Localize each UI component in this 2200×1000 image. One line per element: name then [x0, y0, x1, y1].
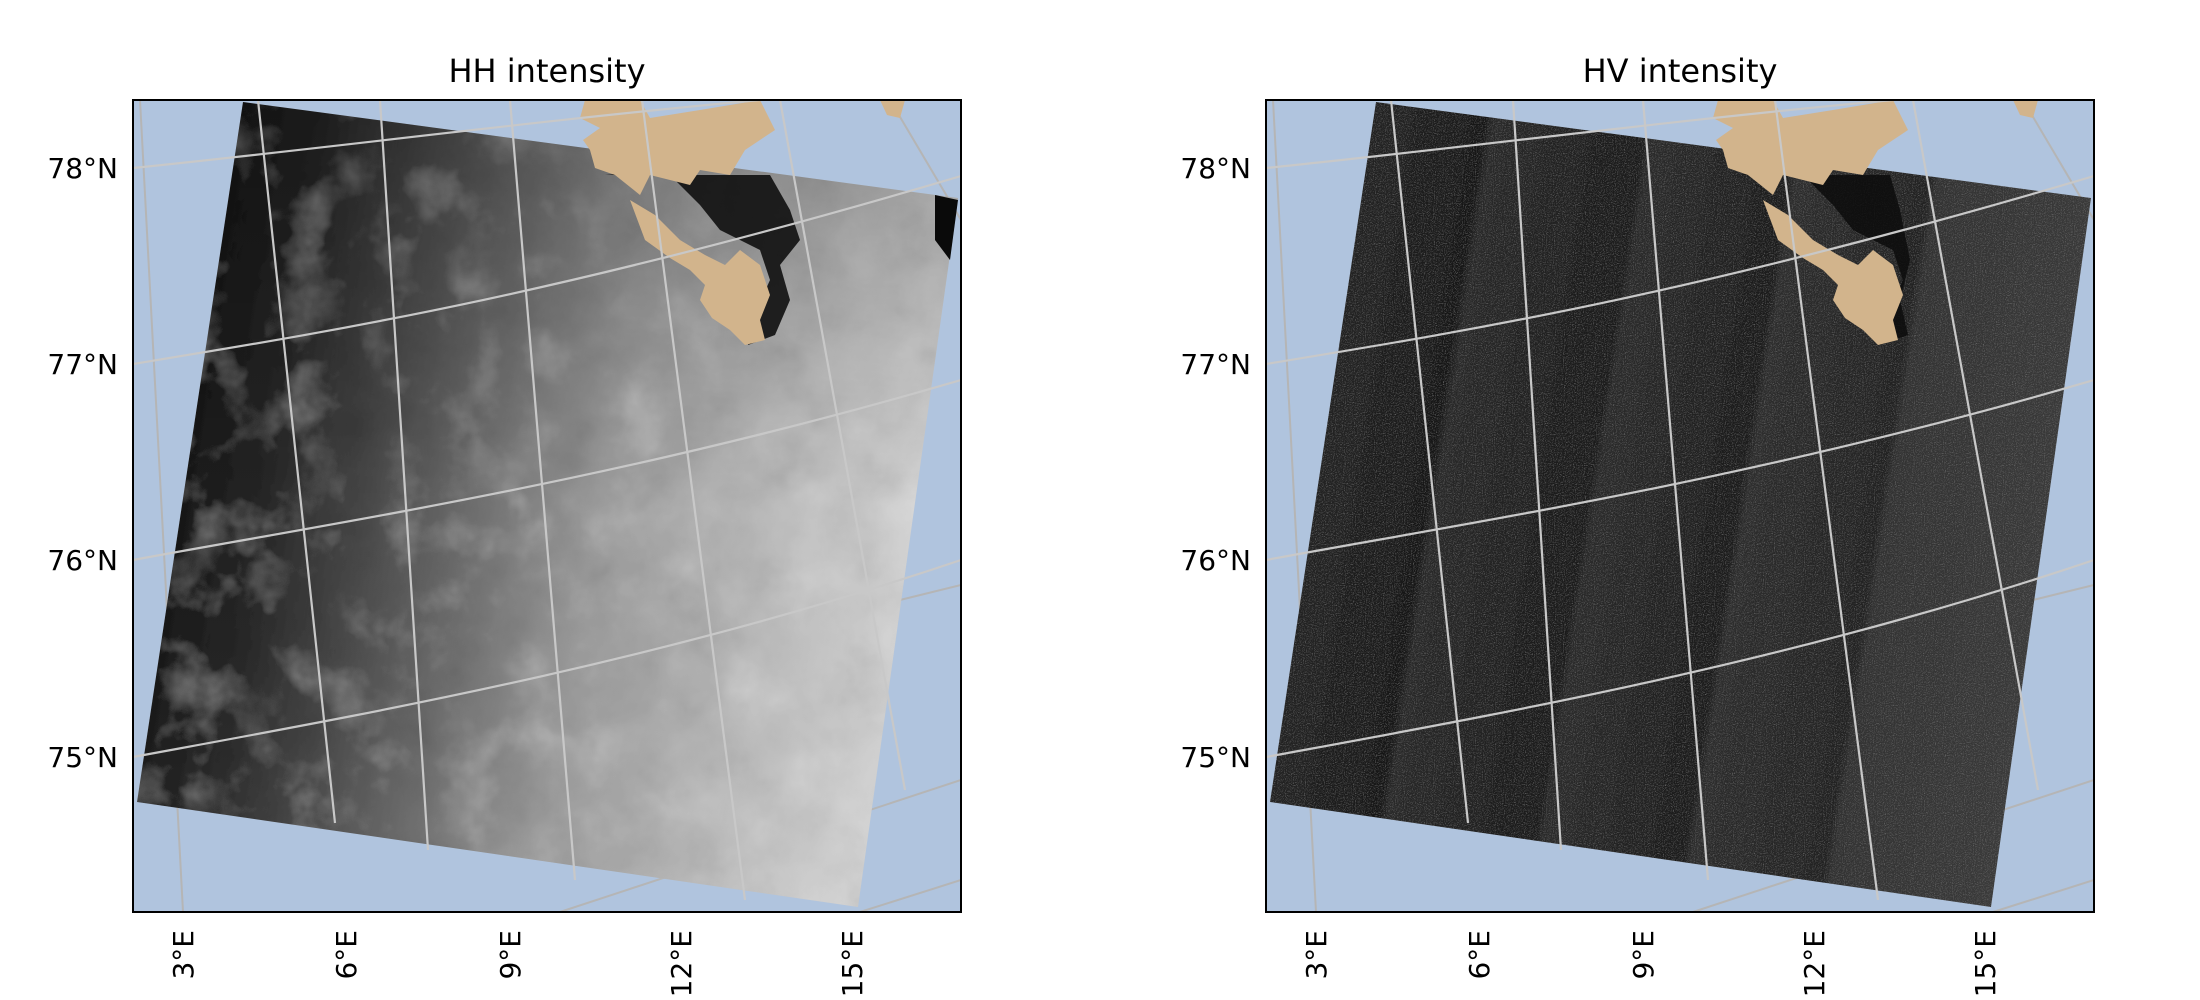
graticule	[133, 100, 961, 901]
latitude-labels: 78°N 77°N 76°N 75°N	[47, 152, 118, 774]
lat-label-76n: 76°N	[1180, 544, 1251, 577]
lon-label-15e: 15°E	[1969, 930, 2002, 997]
graticule	[1266, 100, 2094, 901]
lat-label-76n: 76°N	[47, 544, 118, 577]
lon-label-3e: 3°E	[167, 930, 200, 980]
lon-label-9e: 9°E	[1627, 930, 1660, 980]
lon-label-3e: 3°E	[1300, 930, 1333, 980]
sar-swath-hh-shade	[137, 102, 958, 907]
map-area	[133, 100, 961, 912]
sar-swath-hv	[1270, 102, 2091, 907]
lon-label-6e: 6°E	[330, 930, 363, 980]
lat-label-77n: 77°N	[1180, 348, 1251, 381]
panel-title: HH intensity	[448, 52, 645, 90]
lon-label-12e: 12°E	[665, 930, 698, 997]
lat-label-75n: 75°N	[47, 741, 118, 774]
lat-label-75n: 75°N	[1180, 741, 1251, 774]
lat-label-78n: 78°N	[47, 152, 118, 185]
lat-label-77n: 77°N	[47, 348, 118, 381]
ice-edge-dark	[605, 170, 800, 345]
latitude-labels: 78°N 77°N 76°N 75°N	[1180, 152, 1251, 774]
map-area	[1266, 100, 2094, 912]
ice-edge-dark	[1738, 170, 1910, 345]
lon-label-12e: 12°E	[1798, 930, 1831, 997]
landmass-islet	[880, 100, 905, 118]
landmass-svalbard	[1713, 100, 1908, 345]
longitude-labels: 3°E 6°E 9°E 12°E 15°E	[167, 930, 869, 997]
map-frame	[1265, 99, 2095, 913]
panel-hv-intensity: HV intensity	[1180, 52, 2095, 997]
lat-label-78n: 78°N	[1180, 152, 1251, 185]
landmass-islet	[2013, 100, 2038, 118]
landmass-svalbard	[580, 100, 775, 345]
map-frame	[132, 99, 962, 913]
lon-label-9e: 9°E	[494, 930, 527, 980]
lon-label-6e: 6°E	[1463, 930, 1496, 980]
ice-edge-dark-east	[935, 195, 958, 260]
panel-title: HV intensity	[1583, 52, 1778, 90]
lon-label-15e: 15°E	[836, 930, 869, 997]
longitude-labels: 3°E 6°E 9°E 12°E 15°E	[1300, 930, 2002, 997]
panel-hh-intensity: HH intensity	[47, 52, 962, 997]
